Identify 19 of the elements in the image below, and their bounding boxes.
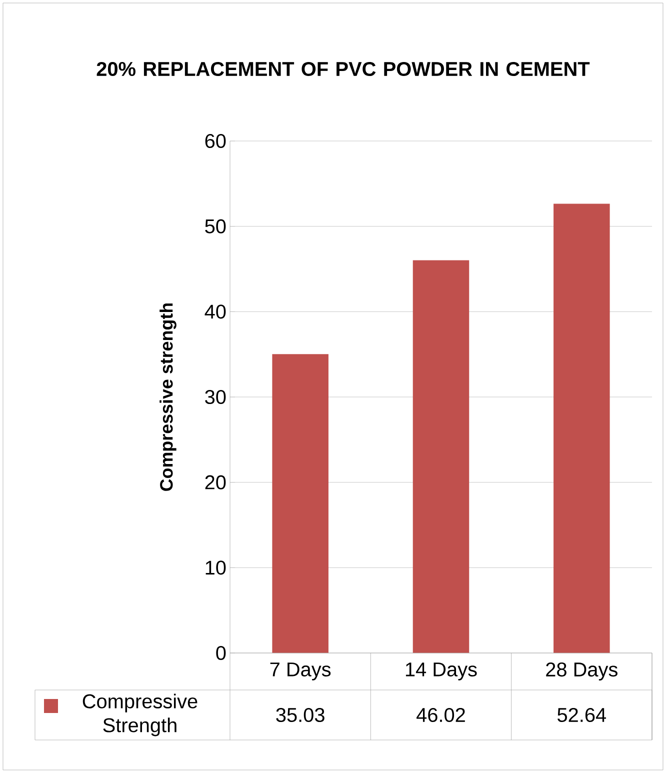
- y-tick-label: 40: [204, 304, 226, 319]
- y-tick-label: 0: [216, 646, 226, 660]
- y-tick-label: 30: [205, 390, 226, 404]
- y-tick-label: 60: [205, 134, 226, 148]
- x-tick-label: 28 Days: [546, 662, 618, 681]
- data-label: 35.03: [276, 708, 324, 722]
- chart-title: 20% REPLACEMENT OF PVC POWDER IN CEMENT: [96, 62, 590, 76]
- y-tick-label: 50: [205, 219, 226, 234]
- legend-label: Compressive Strength: [82, 694, 198, 736]
- data-label: 46.02: [416, 708, 465, 722]
- bar: [412, 260, 470, 653]
- data-label: 52.64: [558, 708, 606, 722]
- x-tick-label: 7 Days: [270, 662, 331, 680]
- bar: [554, 204, 610, 653]
- y-axis-title: Compressive strength: [160, 303, 176, 491]
- y-tick-label: 20: [205, 475, 226, 490]
- y-tick-label: 10: [206, 560, 226, 575]
- bar: [272, 354, 328, 653]
- x-tick-label: 14 Days: [406, 662, 477, 680]
